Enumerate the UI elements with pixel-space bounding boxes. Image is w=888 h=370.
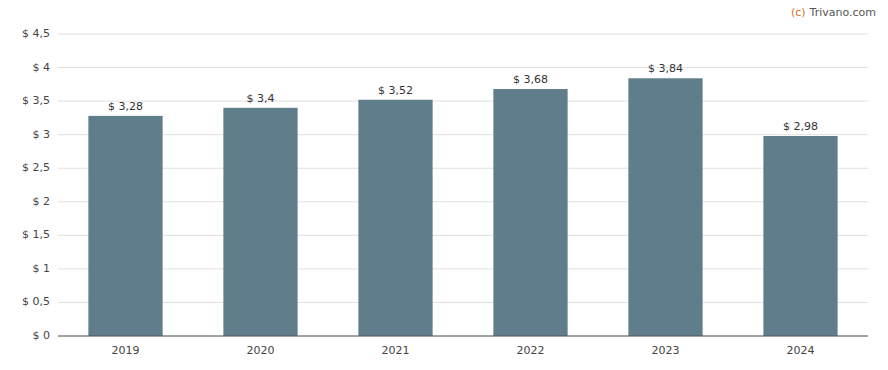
bar [223, 108, 297, 336]
data-label: $ 2,98 [783, 120, 818, 133]
x-tick-label: 2021 [382, 344, 410, 357]
bars [88, 78, 837, 336]
bar [763, 136, 837, 336]
bar [358, 100, 432, 336]
y-tick-label: $ 2,5 [22, 161, 50, 174]
data-label: $ 3,68 [513, 73, 548, 86]
grid-line [58, 101, 868, 102]
grid-line [58, 168, 868, 169]
grid-line [58, 336, 868, 337]
y-tick-label: $ 0 [33, 329, 51, 342]
y-tick-label: $ 4 [33, 61, 51, 74]
data-labels: $ 3,28 $ 3,4 $ 3,52 $ 3,68 $ 3,84 $ 2,98 [108, 62, 818, 133]
x-tick-label: 2020 [247, 344, 275, 357]
x-tick-label: 2022 [517, 344, 545, 357]
grid-line [58, 34, 868, 35]
grid-line [58, 201, 868, 202]
grid-line [58, 268, 868, 269]
y-tick-label: $ 1,5 [22, 228, 50, 241]
watermark: (c)Trivano.com [791, 6, 876, 19]
bar [628, 78, 702, 336]
x-tick-label: 2019 [112, 344, 140, 357]
grid-line [58, 302, 868, 303]
data-label: $ 3,52 [378, 84, 413, 97]
grid-line [58, 235, 868, 236]
y-tick-label: $ 4,5 [22, 27, 50, 40]
bar [493, 89, 567, 336]
bar [88, 116, 162, 336]
x-tick-label: 2023 [652, 344, 680, 357]
x-axis: 2019 2020 2021 2022 2023 2024 [58, 336, 868, 357]
y-tick-label: $ 0,5 [22, 295, 50, 308]
data-label: $ 3,84 [648, 62, 683, 75]
y-tick-label: $ 3 [33, 128, 51, 141]
grid-line [58, 67, 868, 68]
y-axis: $ 0 $ 0,5 $ 1 $ 1,5 $ 2 $ 2,5 $ 3 $ 3,5 $ 4 $ 4,5 [22, 27, 50, 342]
y-tick-label: $ 2 [33, 195, 51, 208]
data-label: $ 3,28 [108, 100, 143, 113]
chart-svg: $ 0 $ 0,5 $ 1 $ 1,5 $ 2 $ 2,5 $ 3 $ 3,5 $ 4 $ 4,5… [0, 0, 888, 370]
watermark-part: Trivano.com [809, 6, 876, 19]
data-label: $ 3,4 [247, 92, 275, 105]
grid-line [58, 134, 868, 135]
watermark-part: (c) [791, 6, 806, 19]
y-grid [58, 34, 868, 336]
chart-container: $ 0 $ 0,5 $ 1 $ 1,5 $ 2 $ 2,5 $ 3 $ 3,5 $ 4 $ 4,5… [0, 0, 888, 370]
x-axis-line [58, 336, 868, 337]
y-tick-label: $ 1 [33, 262, 51, 275]
x-tick-label: 2024 [787, 344, 815, 357]
y-tick-label: $ 3,5 [22, 94, 50, 107]
